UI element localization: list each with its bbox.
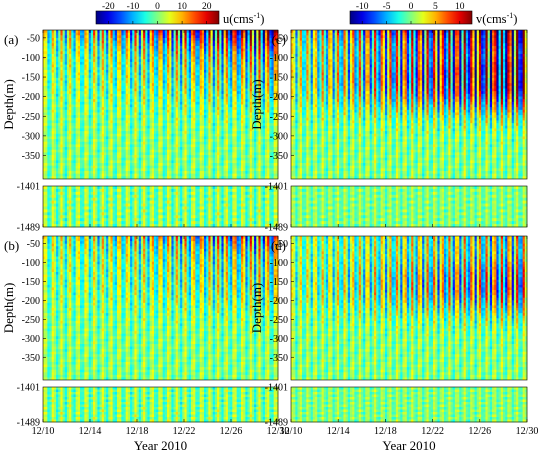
colorbar-tick-label: -10 [127,2,140,12]
colorbar-tick-label: 0 [409,2,414,12]
colorbar-label-v: v(cms-1) [476,11,517,26]
colorbar-tick-label: -20 [102,2,115,12]
colorbar-label-u: u(cms-1) [223,11,264,26]
colorbar-tick-label: 0 [155,2,160,12]
panels: (a)-50-100-150-200-250-300-350-1401-1489… [1,30,527,429]
colorbar-tick-label: -10 [356,2,369,12]
colorbar-tick-label: 10 [177,2,187,12]
colorbar-tick-label: 20 [202,2,212,12]
colorbar-tick-label: 10 [455,2,465,12]
panel-a: (a)-50-100-150-200-250-300-350-1401-1489… [1,30,278,234]
colorbar-tick-label: 5 [433,2,438,12]
colorbars: -20 -10 0 10 20 u(cms-1) -10 -5 0 5 10 v(cms-1) [96,2,517,26]
colorbar-tick-label: -5 [383,2,391,12]
